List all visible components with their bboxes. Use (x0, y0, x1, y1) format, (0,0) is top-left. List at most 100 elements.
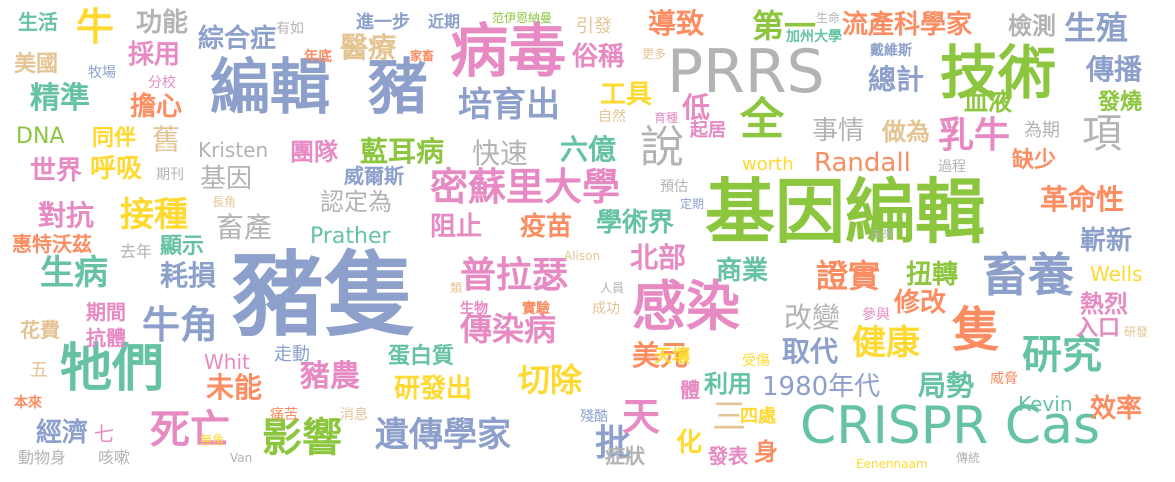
cloud-word: 痛苦 (270, 407, 298, 423)
cloud-word: 育種 (654, 111, 679, 125)
cloud-word: 商業 (716, 256, 769, 286)
cloud-word: 入口 (1076, 316, 1121, 341)
cloud-word: 發表 (708, 444, 748, 468)
cloud-word: 乳牛 (938, 115, 1011, 156)
cloud-word: 俗稱 (572, 42, 625, 72)
cloud-word: 顯示 (160, 234, 205, 259)
cloud-word: Kristen (198, 138, 269, 162)
cloud-word: 切除 (518, 361, 583, 399)
cloud-word: 疫苗 (520, 212, 573, 242)
cloud-word: 咳嗽 (98, 448, 131, 467)
cloud-word: 長角 (212, 195, 237, 209)
cloud-word: 年底 (304, 49, 332, 65)
cloud-word: 隻 (952, 302, 1001, 358)
cloud-word: 自然 (598, 109, 626, 125)
cloud-word: 扭轉 (906, 260, 959, 290)
cloud-word: 威爾斯 (344, 164, 404, 188)
cloud-word: 接種 (120, 195, 188, 235)
cloud-word: 健康 (852, 323, 920, 363)
cloud-word: 定期 (680, 197, 705, 211)
cloud-word: Whit (204, 350, 250, 374)
cloud-word: 藍耳病 (360, 135, 445, 168)
cloud-word: 傳統 (956, 451, 981, 465)
cloud-word: Alison (564, 249, 601, 263)
cloud-word: 低 (682, 91, 711, 124)
cloud-word: 項 (1082, 111, 1122, 157)
cloud-word: 更多 (642, 47, 667, 61)
cloud-word: Randall (814, 148, 911, 178)
cloud-word: 症狀 (605, 444, 645, 468)
cloud-word: 全 (740, 94, 784, 145)
cloud-word: 威脅 (990, 371, 1018, 387)
cloud-word: 影響 (262, 415, 342, 461)
cloud-word: 認定為 (320, 188, 392, 216)
cloud-word: Prather (310, 224, 391, 249)
cloud-word: 熱烈 (1080, 290, 1128, 318)
cloud-word: 體 (680, 378, 700, 402)
cloud-word: 感染 (632, 275, 740, 338)
cloud-word: 期間 (86, 300, 126, 324)
cloud-word: 血液 (964, 88, 1012, 116)
cloud-word: 科學家 (894, 10, 973, 40)
cloud-word: 快速 (472, 137, 529, 170)
cloud-word: 起居 (690, 120, 726, 141)
cloud-word: 蛋白質 (388, 344, 455, 369)
cloud-word: CRISPR Cas (800, 396, 1101, 456)
cloud-word: 阻止 (430, 212, 483, 242)
cloud-word: 經濟 (36, 418, 89, 448)
cloud-word: Eenennaam (856, 457, 928, 471)
cloud-word: 工具 (600, 80, 653, 110)
cloud-word: 舊 (152, 123, 181, 156)
cloud-word: 有如 (276, 21, 304, 37)
cloud-word: 成功 (592, 301, 620, 317)
cloud-word: 天 (622, 395, 661, 439)
cloud-word: 效率 (1090, 394, 1143, 424)
cloud-word: 研發出 (394, 374, 473, 404)
cloud-word: 殘酷 (580, 409, 608, 425)
cloud-word: 呼吸 (90, 154, 143, 184)
cloud-word: 戴維斯 (870, 43, 912, 59)
cloud-word: 過程 (938, 159, 966, 175)
cloud-word: 豬隻 (232, 242, 417, 349)
cloud-word: 局勢 (918, 369, 975, 402)
cloud-word: 近期 (428, 12, 461, 31)
cloud-word: 美國 (14, 52, 59, 77)
cloud-word: Kevin (1018, 392, 1073, 416)
cloud-word: 北部 (630, 241, 687, 274)
cloud-word: 世界 (30, 156, 83, 186)
cloud-word: DNA (16, 124, 65, 149)
cloud-word: 去年 (120, 242, 153, 261)
cloud-word: 分校 (148, 75, 176, 91)
cloud-word: 傳染病 (460, 310, 557, 348)
cloud-word: 為期 (1024, 120, 1060, 141)
cloud-word: 美元 (632, 339, 689, 372)
cloud-word: 傳播 (1086, 53, 1143, 86)
cloud-word: 耗損 (160, 259, 217, 292)
cloud-word: 修改 (894, 288, 947, 318)
cloud-word: 未能 (206, 371, 263, 404)
cloud-word: 證實 (816, 257, 881, 295)
cloud-word: 學術界 (596, 208, 675, 238)
cloud-word: 改變 (784, 301, 841, 334)
cloud-word: 死亡 (150, 407, 230, 453)
cloud-word: 嶄新 (1080, 226, 1133, 256)
cloud-word: 進一步 (356, 12, 410, 33)
cloud-word: 未來 (870, 227, 895, 241)
cloud-word: 牠們 (60, 339, 165, 399)
cloud-word: 無角 (200, 433, 225, 447)
cloud-word: 畜產 (216, 211, 273, 244)
cloud-word: 醫療 (340, 31, 397, 64)
cloud-word: 花費 (20, 318, 60, 342)
cloud-word: 做為 (882, 118, 930, 146)
cloud-word: 擔心 (130, 92, 183, 122)
cloud-word: 三 (712, 397, 746, 437)
cloud-word: 預估 (660, 179, 688, 195)
cloud-word: 五 (30, 360, 48, 381)
cloud-word: 取代 (782, 335, 839, 368)
cloud-word: 豬農 (300, 359, 360, 394)
cloud-word: 家畜 (410, 49, 435, 63)
cloud-word: Van (230, 451, 253, 465)
cloud-word: 四處 (740, 406, 776, 427)
cloud-word: 檢測 (1008, 12, 1056, 40)
cloud-word: 對抗 (38, 199, 95, 232)
